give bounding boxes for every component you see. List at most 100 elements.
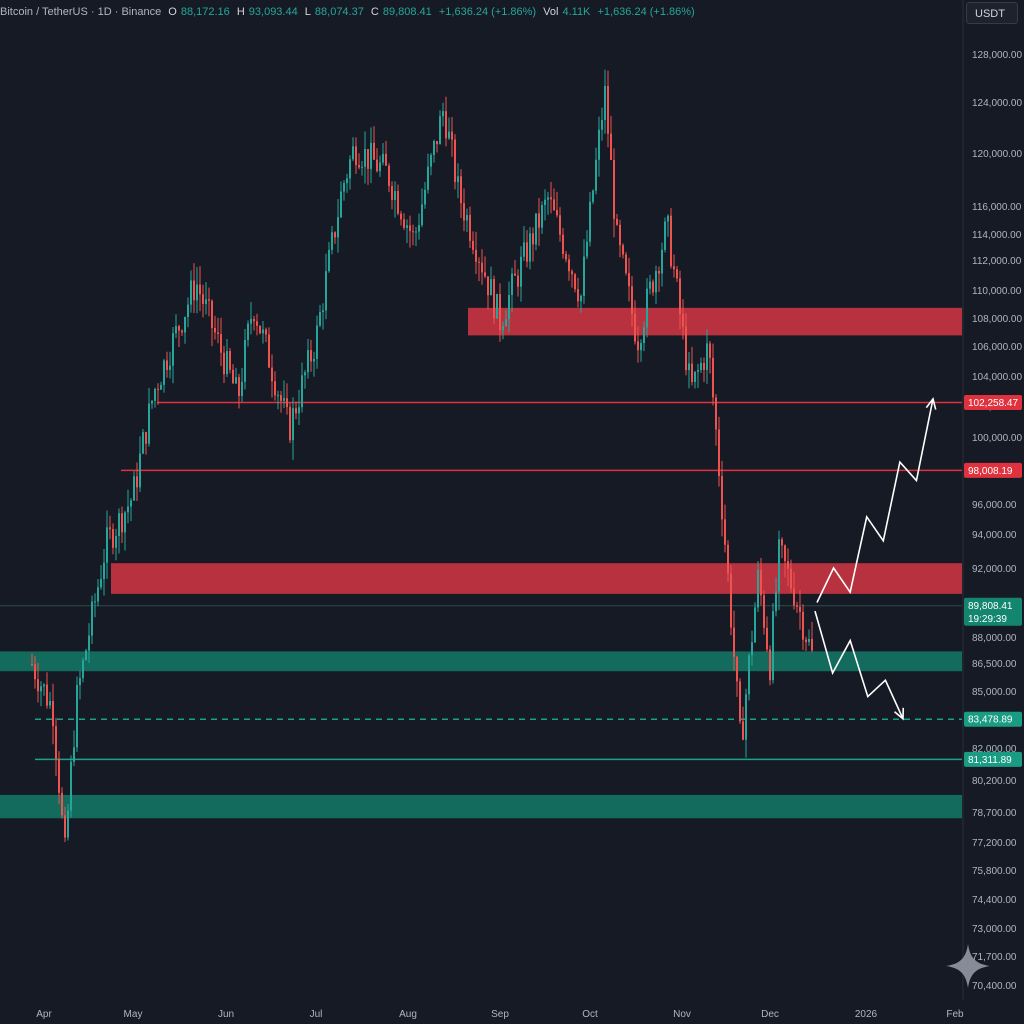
candle-body [601,120,603,130]
sparkle-logo [946,944,990,988]
candle-body [295,408,297,414]
candle-body [271,367,273,382]
candle-body [115,536,117,548]
candle-body [367,149,369,169]
candle-body [697,370,699,372]
candle-body [460,176,462,204]
candle-body [727,544,729,574]
candle-body [766,627,768,650]
candle-body [313,358,315,362]
candle-body [106,527,108,563]
candle-body [670,215,672,267]
candle-body [328,249,330,272]
candle-body [709,343,711,358]
candle-body [346,178,348,184]
support-price-tag [964,751,1022,767]
candle-body [373,142,375,160]
candle-body [805,639,807,643]
candle-body [310,350,312,362]
candle-body [439,116,441,145]
time-axis[interactable]: Apr May Jun Jul Aug Sep Oct Nov Dec 2026 Feb [36,1009,964,1020]
candle-body [61,792,63,816]
symbol-name[interactable]: Bitcoin / TetherUS · 1D · Binance [0,6,162,18]
candle-body [742,721,744,740]
bullish-scenario-arrow [816,398,934,603]
candle-body [583,256,585,296]
last-price-tag-text: 19:29:39 [968,614,1007,625]
candle-body [118,513,120,537]
candle-body [235,377,237,384]
candle-body [658,271,660,274]
symbol-header: Bitcoin / TetherUS · 1D · Binance O 88,17… [0,0,960,24]
time-tick-label: Feb [946,1009,964,1020]
candle-body [784,545,786,562]
candle-body [811,638,813,651]
scenario-arrow-layer [814,397,937,721]
candle-body [133,476,135,501]
currency-selector[interactable]: USDT [966,2,1018,24]
candle-body [571,271,573,275]
candle-body [532,233,534,245]
candle-body [688,363,690,371]
candle-body [646,288,648,328]
candle-body [280,395,282,401]
candle-body [406,225,408,228]
candle-body [712,357,714,398]
support-price-tag-text: 81,311.89 [968,755,1012,766]
candle-body [91,601,93,636]
candle-body [667,215,669,222]
bearish-scenario-arrow-head [894,707,905,721]
candle-body [448,131,450,139]
support-zone [0,794,962,819]
candle-body [364,149,366,167]
candle-body [73,747,75,762]
candle-body [568,259,570,272]
candle-body [46,684,48,706]
candle-body [325,271,327,311]
candle-body [274,381,276,396]
candle-body [391,186,393,200]
candle-body [409,225,411,232]
candle-body [130,500,132,507]
candle-body [514,273,516,276]
candle-body [418,225,420,232]
resistance-price-tag [964,462,1022,478]
candle-body [772,611,774,681]
candle-body [580,295,582,302]
candle-body [241,381,243,397]
candle-body [214,327,216,333]
candle-body [397,191,399,214]
candle-body [613,159,615,219]
price-tick-label: 110,000.00 [972,286,1022,297]
candle-body [535,213,537,245]
price-tick-label: 73,000.00 [972,924,1017,935]
candle-body [472,240,474,250]
candle-body [304,372,306,376]
candle-body [238,377,240,397]
candle-body [490,279,492,296]
candle-body [148,403,150,444]
candle-body [292,408,294,441]
candle-body [655,271,657,293]
price-tick-label: 74,400.00 [972,895,1017,906]
candle-body [85,650,87,661]
price-axis[interactable]: 128,000.00 124,000.00 120,000.00 116,000.00… [972,50,1022,992]
candle-body [394,191,396,200]
candle-body [520,256,522,287]
candle-body [808,638,810,643]
candle-body [733,627,735,657]
candle-body [244,340,246,382]
candle-body [379,162,381,172]
resistance-zone [468,307,962,336]
candle-body [193,280,195,301]
last-price-tag-text: 89,808.41 [968,601,1013,612]
candle-body [493,279,495,319]
candle-body [247,323,249,341]
candle-body [388,165,390,187]
candle-body [598,129,600,160]
candle-body [178,326,180,331]
price-tick-label: 88,000.00 [972,633,1017,644]
candle-body [793,588,795,606]
candle-body [730,573,732,628]
